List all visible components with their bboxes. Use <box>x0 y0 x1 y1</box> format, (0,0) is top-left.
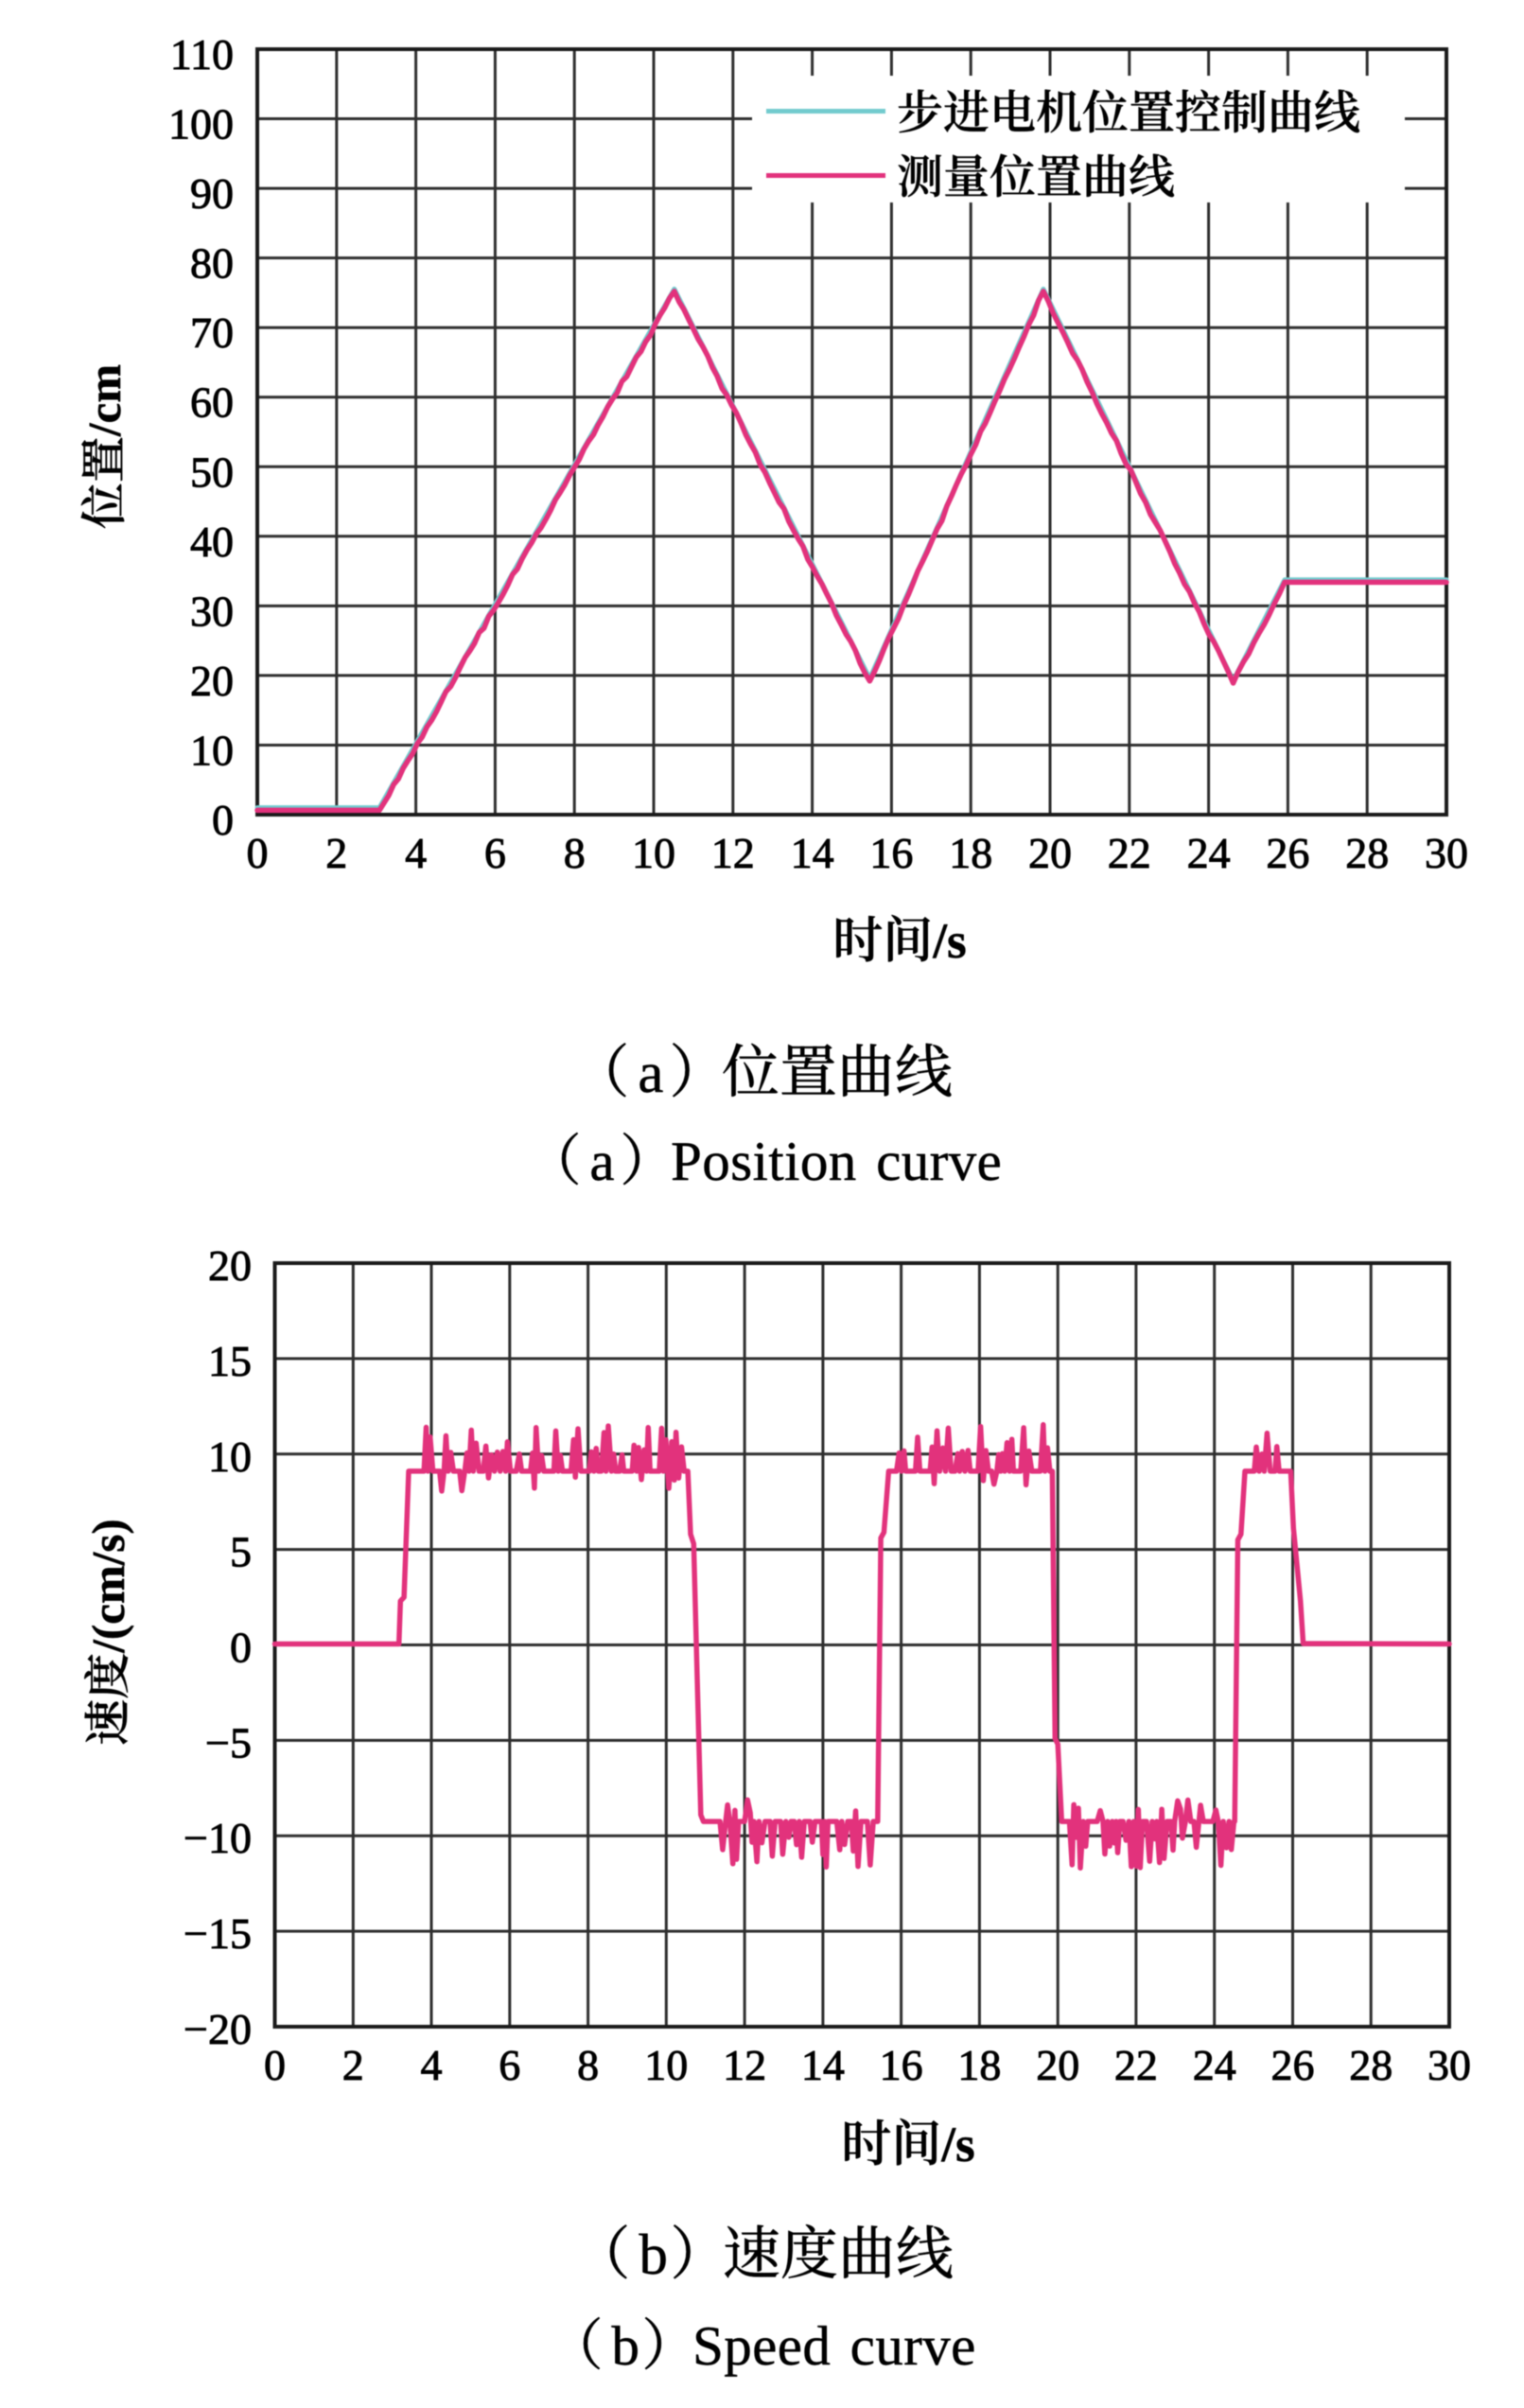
svg-text:4: 4 <box>421 2041 443 2089</box>
svg-text:14: 14 <box>791 829 834 877</box>
svg-text:12: 12 <box>723 2041 766 2089</box>
svg-text:28: 28 <box>1349 2041 1393 2089</box>
svg-text:16: 16 <box>880 2041 923 2089</box>
svg-text:30: 30 <box>190 587 234 635</box>
svg-text:16: 16 <box>869 829 913 877</box>
svg-text:40: 40 <box>190 518 234 566</box>
svg-text:6: 6 <box>499 2041 520 2089</box>
svg-text:80: 80 <box>190 239 234 288</box>
svg-text:8: 8 <box>577 2041 599 2089</box>
svg-text:8: 8 <box>564 829 586 877</box>
svg-text:90: 90 <box>190 169 234 218</box>
svg-text:20: 20 <box>208 1241 252 1290</box>
svg-text:20: 20 <box>190 657 234 705</box>
svg-text:18: 18 <box>949 829 992 877</box>
svg-text:15: 15 <box>208 1337 252 1385</box>
svg-text:6: 6 <box>484 829 506 877</box>
svg-text:24: 24 <box>1193 2041 1236 2089</box>
svg-text:22: 22 <box>1114 2041 1158 2089</box>
svg-text:10: 10 <box>644 2041 688 2089</box>
svg-text:60: 60 <box>190 378 234 427</box>
svg-text:10: 10 <box>208 1432 252 1481</box>
svg-text:20: 20 <box>1028 829 1072 877</box>
svg-text:18: 18 <box>957 2041 1001 2089</box>
svg-text:0: 0 <box>264 2041 286 2089</box>
svg-text:10: 10 <box>632 829 675 877</box>
svg-text:50: 50 <box>190 448 234 496</box>
svg-text:14: 14 <box>801 2041 845 2089</box>
svg-text:110: 110 <box>170 30 234 79</box>
svg-text:2: 2 <box>325 829 347 877</box>
svg-text:12: 12 <box>711 829 755 877</box>
svg-text:30: 30 <box>1428 2041 1471 2089</box>
svg-text:5: 5 <box>230 1528 252 1576</box>
svg-text:26: 26 <box>1266 829 1309 877</box>
svg-text:20: 20 <box>1036 2041 1079 2089</box>
svg-text:2: 2 <box>342 2041 364 2089</box>
svg-text:28: 28 <box>1345 829 1389 877</box>
svg-text:100: 100 <box>168 100 234 149</box>
svg-text:22: 22 <box>1108 829 1151 877</box>
svg-text:−15: −15 <box>184 1909 252 1958</box>
svg-text:−10: −10 <box>184 1814 252 1862</box>
svg-text:30: 30 <box>1425 829 1468 877</box>
svg-text:10: 10 <box>190 727 234 775</box>
svg-text:0: 0 <box>212 796 234 844</box>
svg-text:26: 26 <box>1271 2041 1315 2089</box>
svg-text:0: 0 <box>247 829 269 877</box>
svg-text:0: 0 <box>230 1624 252 1672</box>
svg-text:70: 70 <box>190 308 234 357</box>
svg-text:24: 24 <box>1187 829 1231 877</box>
svg-text:4: 4 <box>405 829 427 877</box>
svg-text:−5: −5 <box>205 1718 252 1766</box>
svg-text:−20: −20 <box>184 2005 252 2053</box>
